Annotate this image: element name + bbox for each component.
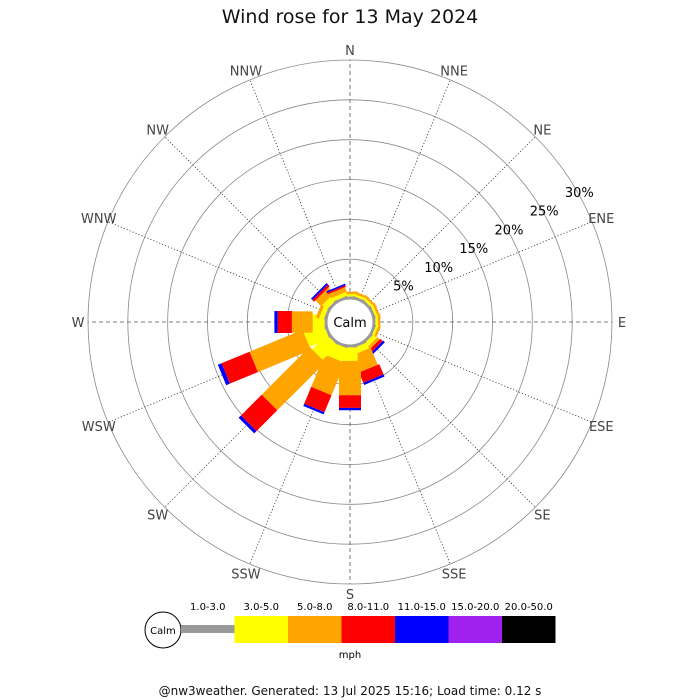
bar-nw-bin-4 (311, 283, 328, 300)
spoke-se (365, 337, 536, 508)
direction-label-ne: NE (533, 124, 551, 139)
direction-label-nnw: NNW (230, 65, 262, 80)
bar-s-bin-2 (339, 360, 361, 396)
direction-label-sse: SSE (442, 567, 467, 582)
bar-sw-bin-1 (312, 334, 338, 360)
bar-nnw-bin-2 (329, 287, 347, 299)
spoke-sse (358, 343, 451, 565)
bar-s-bin-3 (339, 395, 361, 408)
calm-circle (326, 298, 374, 346)
spoke-ssw (249, 343, 342, 565)
calm-label: Calm (333, 316, 366, 331)
direction-label-w: W (72, 316, 85, 331)
footer-credit: @nw3weather. Generated: 13 Jul 2025 15:1… (158, 684, 542, 698)
radial-tick-5: 25% (530, 205, 559, 220)
bar-nw-bin-3 (312, 284, 330, 302)
spoke-nnw (249, 79, 342, 301)
bar-s-bin-4 (339, 407, 361, 411)
bar-nnw-bin-3 (327, 285, 346, 295)
bar-ssw-bin-4 (303, 403, 325, 415)
bar-sw-bin-3 (240, 394, 278, 432)
legend-label-1: 3.0-5.0 (244, 602, 279, 613)
direction-label-e: E (618, 316, 626, 331)
legend-label-0: 1.0-3.0 (190, 602, 225, 613)
bar-w-bin-3 (277, 311, 292, 333)
legend-swatch-1 (234, 616, 288, 643)
legend-label-5: 15.0-20.0 (451, 602, 499, 613)
direction-label-s: S (346, 588, 354, 603)
bar-nnw-bin-0 (333, 295, 348, 304)
legend-swatch-3 (341, 616, 395, 643)
spoke-wsw (107, 330, 329, 423)
bar-w-bin-2 (291, 311, 313, 333)
ring-4 (167, 139, 533, 505)
direction-label-ese: ESE (589, 420, 614, 435)
spoke-nne (358, 79, 451, 301)
bar-w-bin-4 (274, 311, 278, 333)
spoke-wnw (107, 221, 329, 314)
chart-title: Wind rose for 13 May 2024 (221, 6, 479, 28)
legend-swatch-0 (181, 625, 235, 633)
bar-sw-bin-4 (238, 415, 257, 434)
legend-unit-label: mph (339, 650, 361, 661)
direction-label-n: N (345, 44, 355, 59)
bar-sw-bin-2 (261, 346, 326, 411)
legend-label-3: 8.0-11.0 (347, 602, 389, 613)
spoke-ene (371, 221, 593, 314)
bar-wsw-bin-2 (249, 329, 311, 373)
direction-label-ssw: SSW (231, 567, 261, 582)
legend-swatch-6 (502, 616, 556, 643)
legend-swatch-4 (395, 616, 449, 643)
legend-swatch-5 (448, 616, 502, 643)
direction-label-ene: ENE (588, 212, 614, 227)
radial-tick-4: 20% (495, 223, 524, 238)
bar-wsw-bin-3 (221, 351, 258, 384)
direction-label-wnw: WNW (81, 212, 117, 227)
bar-sse-bin-4 (363, 374, 385, 385)
direction-label-nne: NNE (440, 65, 468, 80)
direction-label-wsw: WSW (82, 420, 116, 435)
legend-label-6: 20.0-50.0 (505, 602, 553, 613)
bar-ssw-bin-2 (311, 354, 345, 396)
bar-nnw-bin-1 (331, 291, 348, 302)
bar-nnw-bin-4 (326, 283, 346, 293)
legend-calm-label: Calm (150, 626, 176, 637)
radial-tick-3: 15% (459, 242, 488, 257)
spoke-ese (371, 330, 593, 423)
radial-tick-2: 10% (424, 261, 453, 276)
bar-wsw-bin-4 (217, 363, 230, 386)
bar-sse-bin-3 (359, 364, 384, 383)
direction-label-sw: SW (147, 508, 168, 523)
direction-label-nw: NW (146, 124, 169, 139)
legend-swatch-2 (288, 616, 342, 643)
spoke-ne (365, 136, 536, 307)
radial-tick-1: 5% (393, 280, 414, 295)
radial-tick-6: 30% (565, 186, 594, 201)
bar-ssw-bin-3 (304, 386, 332, 413)
spoke-nw (164, 136, 335, 307)
legend-label-2: 5.0-8.0 (297, 602, 332, 613)
direction-label-se: SE (534, 508, 550, 523)
legend-label-4: 11.0-15.0 (398, 602, 446, 613)
